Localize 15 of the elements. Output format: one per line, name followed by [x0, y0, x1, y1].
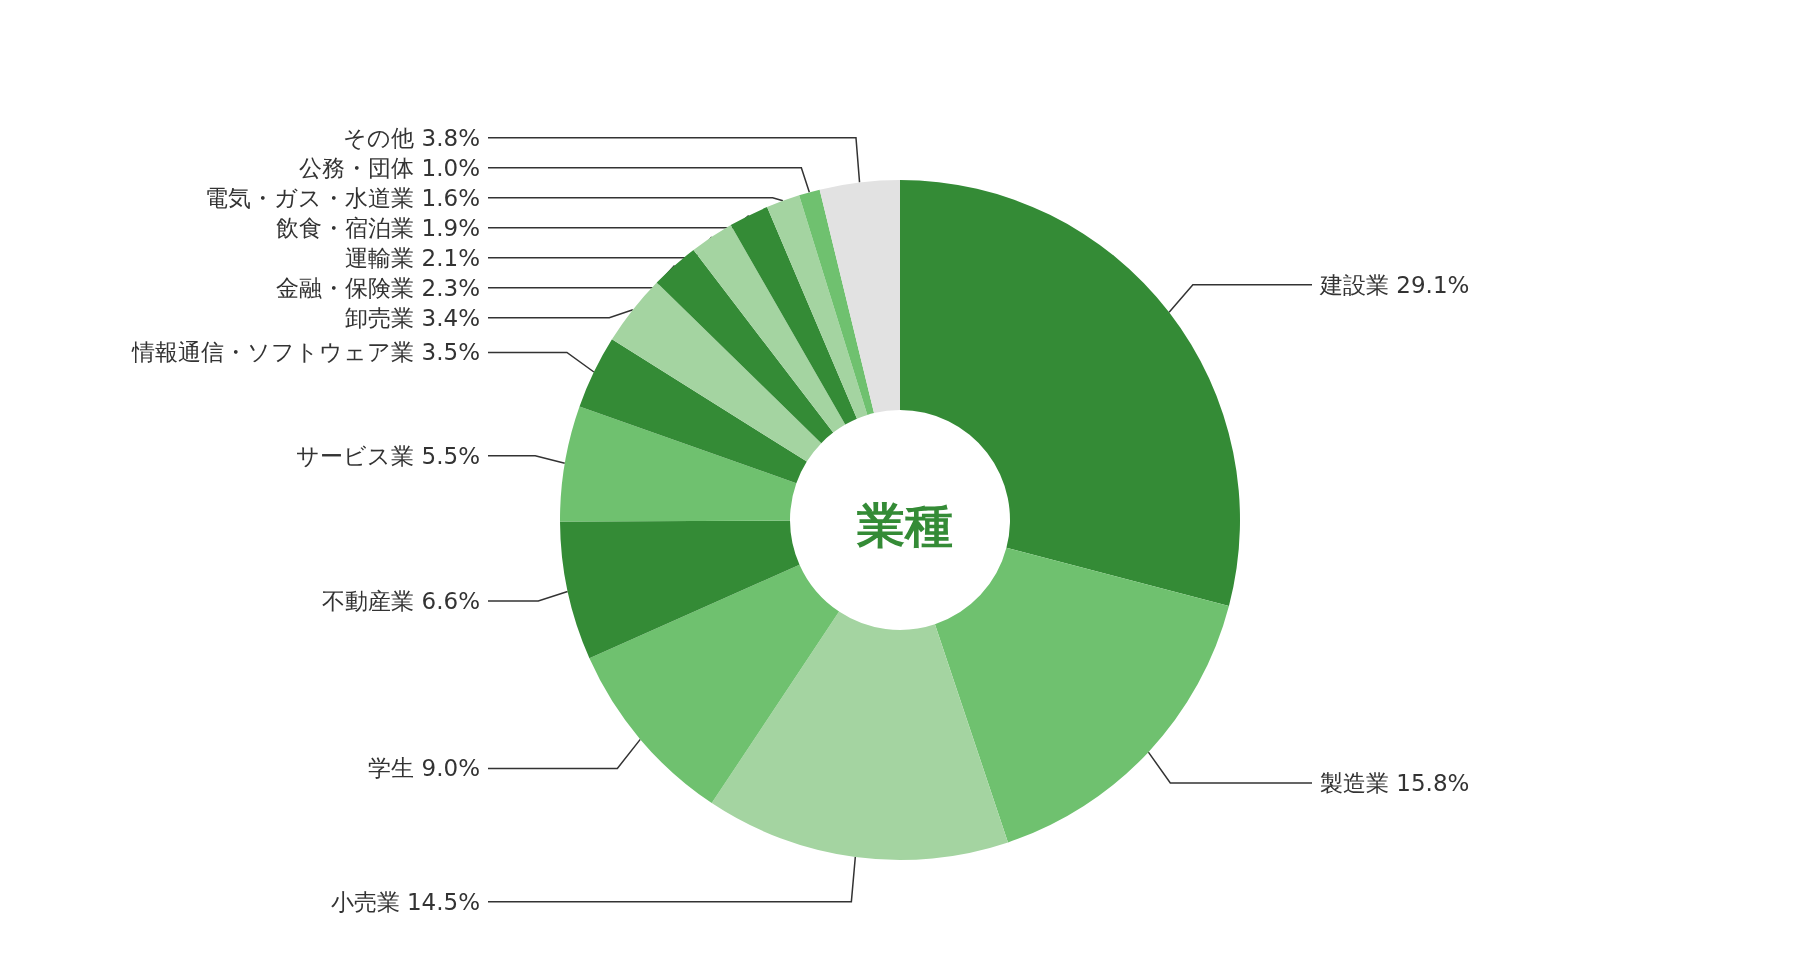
slice-label: 不動産業 6.6% — [322, 587, 480, 614]
slice-label: サービス業 5.5% — [296, 442, 480, 469]
slice-label: その他 3.8% — [343, 124, 480, 151]
slice-label: 建設業 29.1% — [1319, 271, 1470, 298]
slice-label: 製造業 15.8% — [1320, 769, 1470, 796]
text: 業種 — [856, 497, 953, 553]
slice-label: 電気・ガス・水道業 1.6% — [205, 184, 480, 211]
slice-label: 情報通信・ソフトウェア業 3.5% — [131, 339, 480, 366]
slice-label: 飲食・宿泊業 1.9% — [276, 214, 480, 241]
slice-label: 運輸業 2.1% — [345, 244, 480, 271]
slice-label: 金融・保険業 2.3% — [276, 274, 480, 301]
slice-label: 公務・団体 1.0% — [299, 154, 480, 181]
slice-label: 卸売業 3.4% — [345, 304, 480, 331]
slice-label: 小売業 14.5% — [330, 888, 480, 915]
slice-label: 学生 9.0% — [368, 755, 480, 782]
